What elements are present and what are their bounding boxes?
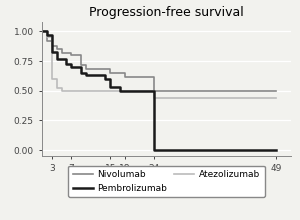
Title: Progression-free survival: Progression-free survival [89,6,244,19]
Legend: Nivolumab, Pembrolizumab, Atezolizumab: Nivolumab, Pembrolizumab, Atezolizumab [68,166,265,197]
X-axis label: Time (months completed): Time (months completed) [103,176,230,186]
